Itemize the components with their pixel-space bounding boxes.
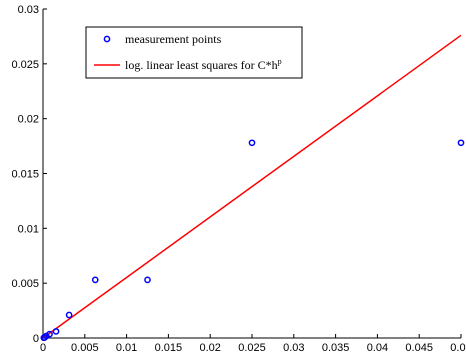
x-tick-label: 0.015 [155, 342, 183, 354]
y-tick-label: 0.005 [11, 278, 39, 290]
measurement-point [248, 139, 256, 147]
x-tick-label: 0.025 [238, 342, 266, 354]
measurement-point [46, 330, 53, 338]
measurement-point [65, 311, 73, 319]
legend-label-fit-text: log. linear least squares for C*h [125, 58, 278, 72]
measurement-point [457, 139, 465, 147]
y-tick-label: 0 [33, 333, 39, 345]
x-tick-label: 0.05 [450, 342, 466, 354]
y-tick-label: 0.02 [18, 114, 39, 126]
x-tick-label: 0.02 [199, 342, 220, 354]
legend-label-fit-superscript: p [278, 57, 282, 66]
measurement-point [144, 276, 151, 284]
measurement-point [91, 276, 99, 284]
x-tick-label: 0.035 [322, 342, 350, 354]
x-tick-label: 0.005 [71, 342, 99, 354]
x-tick-label: 0.01 [116, 342, 137, 354]
fit-line [42, 34, 462, 339]
x-tick-label: 0.03 [283, 342, 304, 354]
measurement-point [52, 328, 60, 335]
y-tick-label: 0.03 [18, 4, 39, 16]
x-tick-label: 0 [40, 342, 46, 354]
legend-marker-measurement [103, 35, 111, 43]
x-tick-label: 0.04 [367, 342, 388, 354]
legend-box [85, 26, 303, 79]
data-group [40, 34, 465, 342]
legend-label-fit: log. linear least squares for C*hp [125, 57, 282, 72]
y-tick-label: 0.01 [18, 223, 39, 235]
y-tick-label: 0.015 [11, 169, 39, 181]
legend-label-measurement: measurement points [125, 32, 222, 46]
legend: measurement points log. linear least squ… [85, 26, 303, 79]
x-tick-label: 0.045 [405, 342, 433, 354]
ticks-group: 0 0.005 0.01 0.015 0.02 0.025 0.03 0.035 0.04 0.0… [11, 4, 466, 354]
y-tick-label: 0.025 [11, 59, 39, 71]
